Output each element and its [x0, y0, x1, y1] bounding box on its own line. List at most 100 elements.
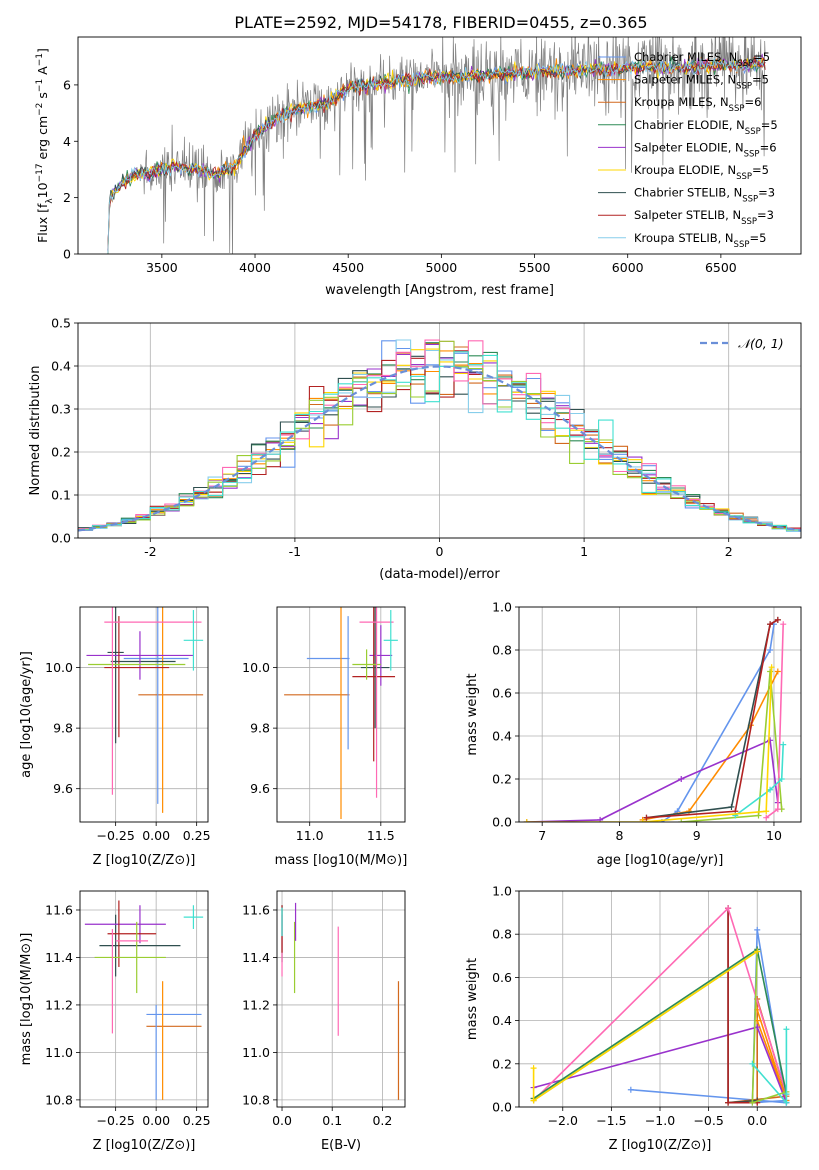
y-tick-label: 0.6: [492, 686, 512, 701]
legend-entry: Salpeter ELODIE, NSSP=6: [634, 140, 777, 159]
y-tick-label: 1.0: [492, 884, 512, 899]
errorbar-point: [352, 607, 396, 762]
x-tick-label: 0.0: [747, 1113, 767, 1128]
x-tick-label: −2.0: [548, 1113, 578, 1128]
y-tick-label: 0.0: [492, 815, 512, 830]
y-axis-label: mass weight: [465, 958, 480, 1040]
mass_vs_EBV-panel: 0.0 0.1 0.2 10.8 11.0 11.2 11.4 11.6 E(B-V): [242, 890, 406, 1153]
model-spectrum-line: [107, 56, 766, 254]
weight-marker: [749, 1099, 756, 1106]
axes-frame: [77, 36, 802, 255]
weight-marker: [728, 803, 735, 810]
x-tick-label: 2: [725, 544, 733, 559]
weight-line: [681, 671, 783, 822]
errorbar-point: [383, 610, 398, 671]
y-tick-label: 10.8: [242, 1092, 270, 1107]
x-tick-label: 6000: [612, 260, 644, 275]
axes-frame: [79, 890, 209, 1108]
weight-marker: [627, 1086, 634, 1093]
axes-frame: [518, 890, 802, 1108]
x-tick-label: 0.2: [372, 1113, 392, 1128]
x-tick-label: 0.25: [183, 828, 211, 843]
weight-marker: [774, 616, 781, 623]
x-tick-label: −0.25: [96, 1113, 134, 1128]
weight-marker: [767, 621, 774, 628]
y-tick-label: 0.6: [492, 970, 512, 985]
weight-marker: [780, 741, 787, 748]
x-tick-label: 0.25: [183, 1113, 211, 1128]
observed-spectrum: [107, 37, 766, 254]
y-tick-label: 4: [63, 134, 71, 149]
legend-entry: Chabrier STELIB, NSSP=3: [634, 186, 775, 205]
weight-line: [532, 950, 758, 1102]
model-spectrum-line: [107, 56, 766, 254]
y-tick-label: 10.8: [45, 1092, 73, 1107]
y-tick-label: 0.5: [51, 316, 71, 331]
x-tick-label: 1: [580, 544, 588, 559]
y-tick-label: 0.2: [492, 772, 512, 787]
weight-marker: [678, 819, 685, 822]
weight-marker: [643, 814, 650, 821]
weight-marker: [767, 647, 774, 653]
y-tick-label: 11.4: [242, 950, 270, 965]
y-tick-label: 0.2: [51, 445, 71, 460]
spectrum-y-label: Flux [fλ10−17 erg cm−2 s−1 A−1]: [35, 48, 55, 243]
y-tick-label: 9.6: [53, 781, 73, 796]
legend-entry: Chabrier ELODIE, NSSP=5: [634, 118, 778, 137]
residual-histogram: [78, 351, 801, 531]
y-tick-label: 0.8: [492, 927, 512, 942]
y-tick-label: 0: [63, 247, 71, 262]
axes-frame: [276, 890, 406, 1108]
model-spectrum-line: [107, 57, 766, 254]
spectrum-panel: 3500 4000 4500 5000 5500 6000 6500 0 2 4 6 waveleng…: [35, 36, 802, 298]
legend-entry-normal: 𝒩(0, 1): [738, 336, 784, 351]
weight-marker: [530, 1065, 537, 1072]
x-tick-label: 5500: [519, 260, 551, 275]
weight-line: [526, 667, 773, 822]
normal-reference-curve: [77, 365, 802, 532]
errorbar-point: [359, 607, 394, 798]
weight-marker: [780, 621, 787, 628]
x-tick-label: -1: [289, 544, 301, 559]
x-tick-label: 4500: [332, 260, 364, 275]
residuals-panel: -2 -1 0 1 2 0.0 0.1 0.2 0.3 0.4 0.5 𝒩(0, 1) (data-mo…: [28, 316, 802, 582]
y-tick-label: 0.3: [51, 402, 71, 417]
x-tick-label: −1.0: [645, 1113, 675, 1128]
y-axis-label: mass [log10(M/M⊙)]: [19, 933, 34, 1066]
x-tick-label: 0.00: [142, 828, 170, 843]
model-spectrum-line: [107, 56, 766, 251]
x-tick-label: 11.0: [296, 828, 324, 843]
weight-marker: [763, 814, 770, 821]
y-tick-label: 11.2: [242, 997, 270, 1012]
x-tick-label: 0.1: [322, 1113, 342, 1128]
y-tick-label: 11.2: [45, 997, 73, 1012]
x-axis-label: Z [log10(Z/Z⊙)]: [609, 1138, 712, 1153]
x-tick-label: 9: [693, 828, 701, 843]
weight-line: [661, 624, 775, 822]
y-tick-label: 10.0: [45, 660, 73, 675]
y-tick-label: 11.0: [45, 1045, 73, 1060]
weight-marker: [778, 776, 785, 782]
x-axis-label: age [log10(age/yr)]: [597, 853, 724, 868]
weight-marker: [685, 808, 692, 815]
y-tick-label: 0.2: [492, 1056, 512, 1071]
y-tick-label: 0.4: [492, 729, 512, 744]
y-tick-label: 0.0: [492, 1100, 512, 1115]
weight-marker: [725, 1099, 732, 1106]
weight_vs_Z-panel: −2.0 −1.5 −1.0 −0.5 0.0 0.0 0.2 0.4 0.6 0.8 1.0 mas…: [465, 884, 802, 1153]
x-tick-label: 0: [436, 544, 444, 559]
x-tick-label: 11.5: [367, 828, 395, 843]
axes-frame: [518, 606, 802, 823]
weight-marker: [763, 808, 770, 815]
y-tick-label: 0.4: [51, 359, 71, 374]
y-tick-label: 11.6: [242, 902, 270, 917]
x-tick-label: −0.25: [96, 828, 134, 843]
y-tick-label: 0.8: [492, 643, 512, 658]
y-tick-label: 2: [63, 190, 71, 205]
x-axis-label: mass [log10(M/M⊙)]: [275, 853, 408, 868]
x-tick-label: 5000: [425, 260, 457, 275]
y-axis-label: mass weight: [465, 673, 480, 755]
residuals-y-label: Normed distribution: [28, 366, 43, 496]
x-axis-label: E(B-V): [321, 1138, 361, 1153]
